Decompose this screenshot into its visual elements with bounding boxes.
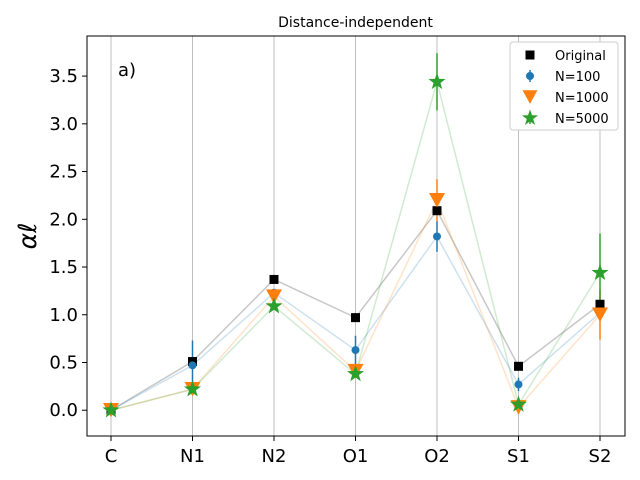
legend-label-0: Original bbox=[555, 49, 606, 64]
data-point-1-O2 bbox=[433, 232, 441, 241]
data-point-3-N2 bbox=[265, 297, 283, 314]
y-tick-label: 3.0 bbox=[49, 114, 78, 135]
data-point-3-N1 bbox=[183, 380, 202, 397]
legend: Original N=100 N=1000 N=5000 bbox=[509, 41, 619, 131]
legend-marker-0 bbox=[525, 50, 535, 60]
x-tick-label-S2: S2 bbox=[589, 446, 612, 467]
y-tick-label: 2.5 bbox=[49, 162, 78, 183]
x-tick-label-O1: O1 bbox=[343, 446, 369, 467]
x-tick-label-N1: N1 bbox=[180, 446, 205, 467]
data-markers bbox=[102, 72, 609, 418]
y-tick-label: 0.0 bbox=[49, 400, 78, 421]
data-point-2-N2 bbox=[266, 289, 282, 304]
legend-label-1: N=100 bbox=[555, 70, 600, 85]
y-tick-label: 1.5 bbox=[49, 257, 78, 278]
legend-label-2: N=1000 bbox=[555, 91, 609, 106]
data-point-3-S1 bbox=[509, 395, 528, 412]
axes: 0.0 0.5 1.0 1.5 2.0 2.5 3.0 3.5 C N1 N2 O1 O2 S1 S2 bbox=[49, 35, 626, 467]
y-tick-label: 1.0 bbox=[49, 305, 78, 326]
data-point-1-N1 bbox=[188, 361, 197, 370]
x-tick-label-O2: O2 bbox=[424, 446, 450, 467]
data-point-3-O1 bbox=[346, 364, 365, 382]
x-tick-label-S1: S1 bbox=[507, 446, 530, 467]
data-point-0-S2 bbox=[595, 299, 605, 309]
legend-marker-1 bbox=[526, 72, 534, 80]
x-tick-label-N2: N2 bbox=[262, 446, 287, 467]
data-point-2-O2 bbox=[429, 193, 445, 208]
data-point-3-C bbox=[102, 401, 120, 418]
data-point-0-N2 bbox=[269, 274, 279, 284]
data-point-1-S1 bbox=[514, 380, 523, 389]
data-point-0-S1 bbox=[514, 361, 523, 371]
data-point-1-O1 bbox=[351, 346, 360, 355]
data-point-0-O1 bbox=[351, 313, 360, 323]
data-point-0-O2 bbox=[432, 206, 442, 216]
legend-marker-3 bbox=[521, 109, 539, 125]
y-tick-label: 0.5 bbox=[49, 352, 78, 373]
y-tick-label: 3.5 bbox=[49, 66, 78, 87]
data-point-2-S2 bbox=[592, 307, 608, 322]
data-point-3-O2 bbox=[428, 72, 446, 90]
x-tick-label-C: C bbox=[105, 446, 118, 467]
panel-label: a) bbox=[118, 60, 136, 81]
y-tick-label: 2.0 bbox=[49, 209, 78, 230]
legend-label-3: N=5000 bbox=[555, 112, 609, 127]
legend-box bbox=[509, 41, 619, 131]
data-point-3-S2 bbox=[591, 263, 609, 281]
chart-title: Distance-independent bbox=[278, 15, 433, 31]
legend-marker-2 bbox=[522, 90, 538, 104]
y-axis-label: αℓ bbox=[13, 223, 42, 250]
